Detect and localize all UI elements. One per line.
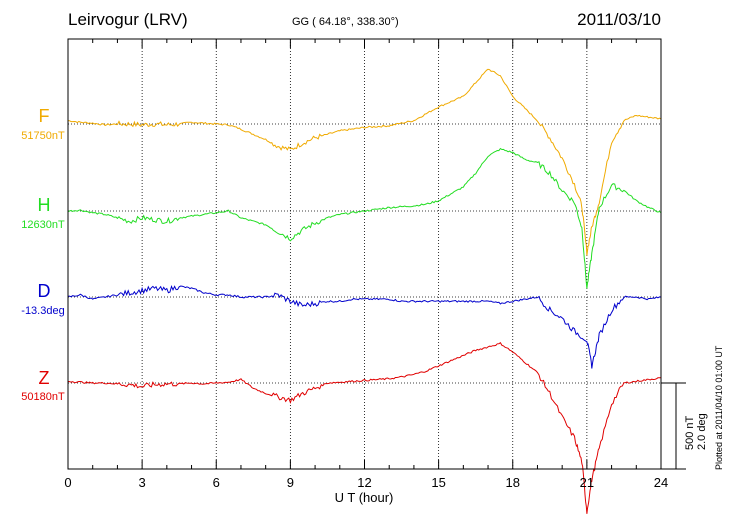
plot-frame (67, 38, 662, 470)
channel-baseline-d: -13.3deg (21, 305, 65, 317)
plotted-at-note: Plotted at 2011/04/10 01:00 UT (714, 345, 724, 470)
x-ticks: 0 3 6 9 12 15 18 21 24 (64, 39, 668, 490)
channel-baseline-h: 12630nT (21, 219, 65, 231)
x-tick-label: 21 (580, 475, 594, 490)
channel-baseline-z: 50180nT (21, 391, 65, 403)
channel-label-d: D (37, 281, 51, 301)
x-tick-label: 0 (64, 475, 71, 490)
x-tick-label: 18 (506, 475, 520, 490)
station-coordinates: GG ( 64.18°, 338.30°) (292, 16, 399, 28)
station-title: Leirvogur (LRV) (68, 10, 188, 29)
series-line-z (67, 341, 661, 514)
x-tick-label: 3 (139, 475, 146, 490)
scale-bar (661, 382, 686, 470)
series-line-h (67, 147, 662, 289)
x-tick-label: 24 (654, 475, 668, 490)
x-tick-label: 12 (357, 475, 371, 490)
chart-date: 2011/03/10 (577, 10, 661, 29)
data-traces (67, 68, 662, 514)
channel-label-h: H (37, 195, 51, 215)
channel-label-f: F (38, 106, 50, 126)
series-line-f (67, 68, 662, 256)
x-tick-label: 6 (213, 475, 220, 490)
x-tick-label: 15 (431, 475, 445, 490)
series-line-d (67, 285, 662, 369)
channel-label-z: Z (38, 368, 50, 388)
x-tick-label: 9 (287, 475, 294, 490)
scale-deg: 2.0 deg (696, 413, 708, 450)
channel-baseline-f: 51750nT (21, 130, 65, 142)
x-axis-label: U T (hour) (335, 490, 394, 505)
scale-nt: 500 nT (684, 415, 696, 450)
scale-label: 500 nT 2.0 deg (684, 413, 708, 450)
